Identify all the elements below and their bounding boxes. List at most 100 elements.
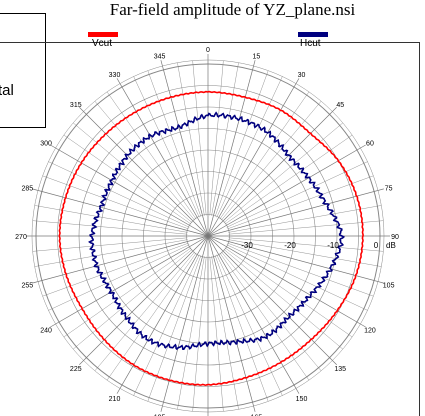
- grid-spoke: [50, 235, 209, 328]
- grid-spoke: [211, 256, 239, 410]
- grid-spoke: [32, 237, 188, 252]
- angle-tick-label: 315: [70, 102, 82, 109]
- grid-spoke: [73, 122, 193, 223]
- grid-spoke: [209, 60, 224, 216]
- grid-spoke: [219, 252, 310, 381]
- grid-spoke: [207, 188, 384, 237]
- grid-spoke: [160, 235, 209, 412]
- legend-swatch-hcut: [298, 32, 328, 37]
- grid-spoke: [48, 161, 190, 228]
- angle-tick-label: 105: [383, 282, 395, 289]
- angle-tick-label: 15: [253, 53, 261, 60]
- grid-spoke: [106, 91, 197, 220]
- grid-spoke: [227, 175, 374, 230]
- angle-tick-label: 240: [40, 328, 52, 335]
- grid-spoke: [214, 70, 269, 217]
- grid-spoke: [133, 254, 200, 396]
- grid-spoke: [147, 255, 202, 402]
- angle-tick-label: 210: [109, 396, 121, 403]
- grid-spoke: [63, 134, 192, 225]
- grid-spoke: [32, 235, 209, 284]
- radial-tick-label: -30: [241, 241, 253, 250]
- angle-tick-label: 30: [298, 72, 306, 79]
- angle-tick-label: 285: [22, 186, 34, 193]
- legend-swatch-vcut: [88, 32, 118, 37]
- grid-spoke: [79, 235, 209, 365]
- plot-frame: [0, 42, 420, 416]
- grid-spoke: [207, 235, 384, 284]
- grid-spoke: [223, 122, 343, 223]
- grid-spoke: [228, 205, 382, 233]
- legend-label-vcut: Vcut: [92, 38, 113, 49]
- angle-tick-label: 60: [366, 141, 374, 148]
- grid-spoke: [207, 107, 337, 237]
- angle-tick-label: 135: [334, 366, 346, 373]
- radial-tick-label: 0: [374, 241, 379, 250]
- grid-spoke: [94, 251, 195, 371]
- angle-tick-label: 300: [40, 141, 52, 148]
- angle-tick-label: 0: [206, 47, 210, 54]
- angle-tick-label: 345: [154, 53, 166, 60]
- grid-spoke: [94, 101, 195, 221]
- angle-tick-label: 270: [15, 234, 27, 241]
- angle-tick-label: 150: [296, 396, 308, 403]
- radial-tick-label: -10: [327, 241, 339, 250]
- grid-spoke: [147, 70, 202, 217]
- grid-spoke: [42, 242, 189, 297]
- grid-spoke: [79, 107, 209, 237]
- grid-spoke: [192, 60, 207, 216]
- radial-tick-label: -20: [284, 241, 296, 250]
- grid-spoke: [106, 252, 197, 381]
- angle-tick-label: 75: [385, 186, 393, 193]
- grid-spoke: [216, 254, 283, 396]
- grid-spoke: [32, 188, 209, 237]
- grid-spoke: [224, 247, 353, 338]
- angle-tick-label: 90: [391, 234, 399, 241]
- grid-spoke: [221, 101, 322, 221]
- angle-tick-label: 195: [154, 415, 166, 416]
- grid-spoke: [160, 60, 209, 237]
- grid-spoke: [207, 78, 300, 237]
- grid-spoke: [223, 249, 343, 350]
- radial-unit-label: dB: [386, 241, 396, 250]
- grid-spoke: [116, 235, 209, 394]
- angle-tick-label: 330: [109, 72, 121, 79]
- grid-spoke: [211, 62, 239, 216]
- grid-spoke: [227, 242, 374, 297]
- grid-spoke: [32, 220, 188, 235]
- grid-spoke: [228, 237, 384, 252]
- grid-spoke: [34, 205, 188, 233]
- grid-spoke: [192, 256, 207, 412]
- grid-spoke: [177, 256, 205, 410]
- grid-spoke: [42, 175, 189, 230]
- angle-tick-label: 120: [364, 328, 376, 335]
- grid-spoke: [216, 76, 283, 218]
- grid-spoke: [73, 249, 193, 350]
- grid-spoke: [63, 247, 192, 338]
- grid-spoke: [34, 239, 188, 267]
- grid-spoke: [207, 235, 337, 365]
- left-info-box: tal: [0, 13, 46, 128]
- grid-spoke: [214, 255, 269, 402]
- series-line-hcut: [88, 111, 346, 351]
- grid-spoke: [207, 144, 366, 237]
- angle-tick-label: 255: [22, 282, 34, 289]
- angle-tick-label: 45: [336, 102, 344, 109]
- grid-spoke: [224, 134, 353, 225]
- grid-spoke: [133, 76, 200, 218]
- grid-spoke: [50, 144, 209, 237]
- grid-spoke: [48, 244, 190, 311]
- grid-spoke: [226, 244, 368, 311]
- grid-spoke: [219, 91, 310, 220]
- grid-spoke: [207, 235, 256, 412]
- grid-spoke: [228, 239, 382, 267]
- grid-spoke: [226, 161, 368, 228]
- grid-spoke: [228, 220, 384, 235]
- angle-tick-label: 225: [70, 366, 82, 373]
- grid-spoke: [209, 256, 224, 412]
- series-line-vcut: [58, 90, 364, 387]
- angle-tick-label: 165: [251, 415, 263, 416]
- grid-spoke: [177, 62, 205, 216]
- grid-outer-ring: [31, 59, 385, 413]
